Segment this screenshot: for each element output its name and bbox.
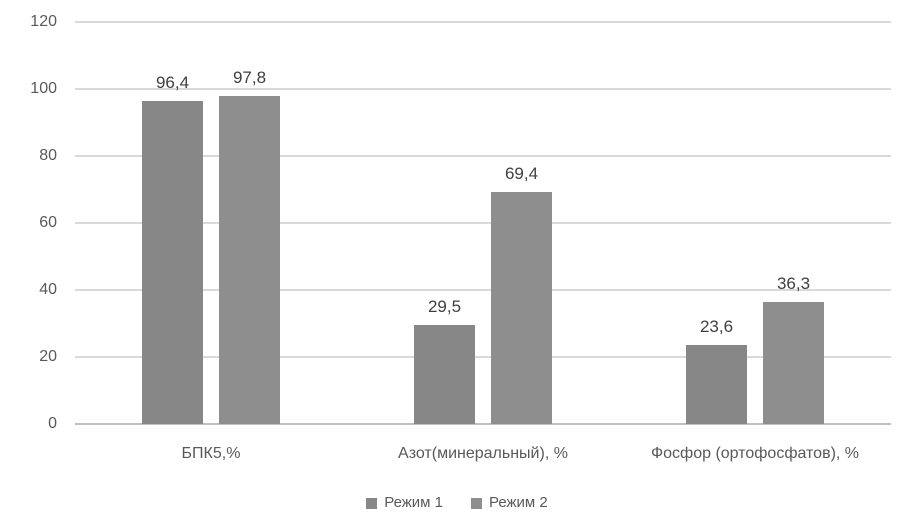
data-label: 69,4 [504, 163, 539, 183]
legend-swatch-icon [366, 497, 378, 509]
legend-label: Режим 2 [489, 494, 548, 511]
gridline [75, 88, 891, 90]
bar-режим-2-cat1 [491, 191, 552, 424]
legend: Режим 1 Режим 2 [0, 494, 914, 512]
y-tick-label: 0 [48, 415, 57, 432]
category-label: БПК5,% [181, 445, 241, 462]
bar-режим-1-cat0 [142, 101, 203, 424]
gridline [75, 21, 891, 23]
y-tick-label: 120 [30, 13, 57, 30]
x-axis-line [75, 423, 891, 425]
data-label: 29,5 [427, 297, 462, 317]
bar-режим-2-cat0 [219, 96, 280, 424]
y-tick-label: 80 [39, 147, 57, 164]
bar-режим-1-cat1 [414, 325, 475, 424]
legend-label: Режим 1 [384, 494, 443, 511]
legend-swatch-icon [471, 497, 482, 509]
legend-item: Режим 1 [366, 494, 443, 512]
data-label: 96,4 [155, 73, 190, 93]
bar-режим-1-cat2 [686, 344, 747, 424]
data-label: 36,3 [776, 274, 811, 294]
y-tick-label: 40 [39, 281, 57, 298]
y-tick-label: 60 [39, 214, 57, 231]
category-label: Азот(минеральный), % [398, 445, 568, 462]
gridline [75, 356, 891, 358]
y-tick-label: 20 [39, 348, 57, 365]
gridline [75, 222, 891, 224]
y-tick-label: 100 [30, 80, 57, 97]
data-label: 97,8 [232, 68, 267, 88]
gridline [75, 289, 891, 291]
gridline [75, 155, 891, 157]
bar-режим-2-cat2 [763, 302, 824, 424]
data-label: 23,6 [699, 316, 734, 336]
legend-item: Режим 2 [471, 494, 548, 512]
category-label: Фосфор (ортофосфатов), % [650, 445, 860, 462]
